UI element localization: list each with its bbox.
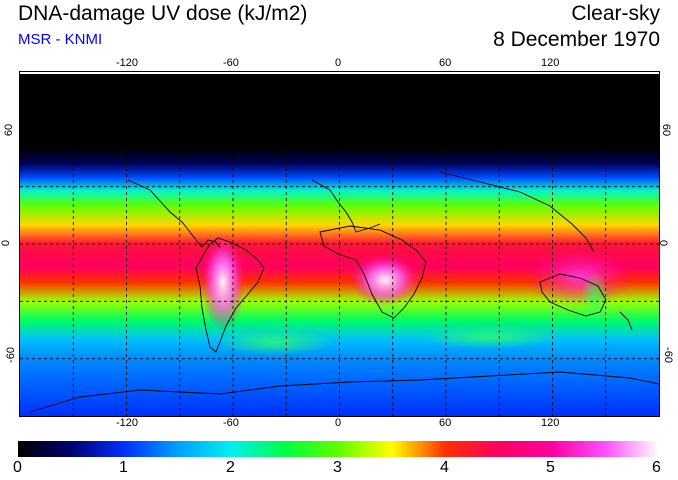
colorbar-label: 2 [226, 459, 235, 476]
colorbar-label: 5 [546, 459, 555, 476]
southern-africa-uv-maximum [350, 254, 420, 306]
lat-tick-left: 60 [3, 123, 16, 137]
south-atlantic-green-band [215, 328, 335, 356]
lat-tick-left: -60 [4, 347, 17, 363]
source-label: MSR - KNMI [18, 31, 103, 48]
south-america-coast [195, 237, 265, 353]
lon-tick-bottom: -60 [223, 417, 239, 429]
lat-tick-right: 60 [660, 123, 673, 137]
north-america-coast [127, 179, 221, 249]
lon-tick-top: 0 [335, 57, 342, 69]
colorbar-gradient [18, 441, 659, 457]
uv-dose-map [19, 71, 660, 417]
south-america-uv-maximum [201, 234, 245, 330]
date-label: 8 December 1970 [493, 28, 660, 51]
antarctica-coast [29, 371, 659, 413]
sky-condition-label: Clear-sky [571, 2, 660, 25]
new-zealand-coast [619, 311, 633, 331]
colorbar-label: 4 [440, 459, 449, 476]
lat-tick-right: -60 [661, 347, 674, 363]
indian-ocean-green-band [420, 325, 560, 349]
lat-tick-left: 0 [0, 239, 13, 247]
lon-tick-bottom: -120 [116, 417, 139, 429]
colorbar-label: 0 [13, 459, 22, 476]
chart-title: DNA-damage UV dose (kJ/m2) [18, 2, 308, 25]
australia-pink-region [525, 247, 635, 307]
lon-tick-top: 60 [439, 57, 452, 69]
lon-tick-bottom: 0 [335, 417, 342, 429]
australia-green-streak [581, 272, 609, 322]
colorbar-label: 6 [652, 459, 661, 476]
map-canvas [20, 72, 659, 416]
edge-markers [20, 72, 659, 74]
lon-tick-top: -120 [116, 57, 139, 69]
lon-tick-bottom: 60 [439, 417, 452, 429]
lon-tick-top: 120 [541, 57, 560, 69]
africa-coast [319, 225, 427, 319]
lon-tick-top: -60 [223, 57, 239, 69]
colorbar-label: 1 [119, 459, 128, 476]
colorbar-label: 3 [333, 459, 342, 476]
asia-coast [439, 171, 595, 253]
lon-tick-bottom: 120 [541, 417, 560, 429]
australia-coast [539, 273, 607, 317]
graticule [20, 72, 659, 416]
coastlines [29, 171, 659, 413]
colorbar [18, 441, 659, 457]
